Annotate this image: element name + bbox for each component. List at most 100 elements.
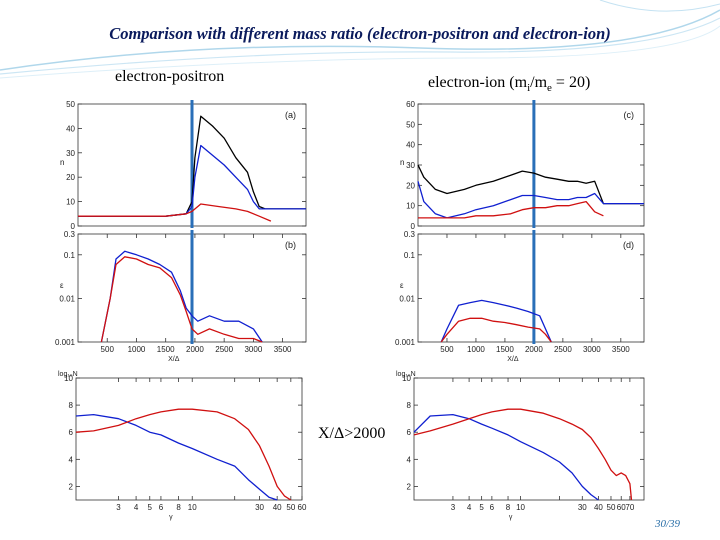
y-tick-label: 0.01 bbox=[59, 294, 75, 303]
x-tick-label: 3 bbox=[451, 503, 456, 512]
x-tick-label: 2000 bbox=[525, 345, 543, 354]
y-tick-label: 8 bbox=[69, 401, 74, 410]
y-tick-label: 0.001 bbox=[55, 338, 76, 347]
y-tick-label: 2 bbox=[407, 482, 412, 491]
y-axis-label: log₁₀N bbox=[58, 371, 78, 378]
caption-electron-positron: electron-positron bbox=[115, 68, 225, 85]
series-line bbox=[440, 317, 552, 343]
chart-panel-a-density-ep: 0 10 20 30 40 50 (a) n bbox=[60, 100, 307, 231]
y-axis-label: ε bbox=[60, 281, 64, 290]
y-tick-label: 8 bbox=[407, 401, 412, 410]
y-tick-label: 0.01 bbox=[399, 294, 415, 303]
x-tick-label: 40 bbox=[273, 503, 282, 512]
y-tick-label: 0.1 bbox=[404, 251, 416, 260]
y-tick-label: 50 bbox=[66, 100, 75, 109]
chart-panel-d-energy-ei: 0.001 0.01 0.1 0.3 500 1000 1500 2000 2500 3000 35… bbox=[395, 230, 645, 363]
caption-electron-ion: electron-ion (mi/me = 20) bbox=[428, 74, 590, 94]
x-tick-label: 8 bbox=[506, 503, 511, 512]
x-axis-label: X/Δ bbox=[507, 356, 519, 363]
x-tick-label: 30 bbox=[255, 503, 264, 512]
panel-label: (d) bbox=[623, 240, 634, 250]
chart-panel-b-energy-ep: 0.001 0.01 0.1 0.3 500 1000 1500 2000 2500 3000 35… bbox=[55, 230, 307, 363]
x-tick-label: 2500 bbox=[554, 345, 572, 354]
x-tick-label: 5 bbox=[479, 503, 484, 512]
y-tick-label: 60 bbox=[406, 100, 415, 109]
x-axis-label: X/Δ bbox=[168, 356, 180, 363]
y-tick-label: 10 bbox=[402, 374, 411, 383]
panel-label: (a) bbox=[285, 110, 296, 120]
chart-panel-c-density-ei: 0 10 20 30 40 50 60 (c) n bbox=[400, 100, 645, 231]
x-tick-label: 6 bbox=[159, 503, 164, 512]
x-tick-label: 1000 bbox=[128, 345, 146, 354]
y-tick-label: 50 bbox=[406, 120, 415, 129]
x-tick-label: 70 bbox=[625, 503, 634, 512]
x-axis-label: γ bbox=[169, 514, 173, 521]
slide-title: Comparison with different mass ratio (el… bbox=[109, 24, 611, 43]
y-tick-label: 0.3 bbox=[64, 230, 76, 239]
series-line bbox=[100, 250, 263, 343]
x-tick-label: 3000 bbox=[583, 345, 601, 354]
x-tick-label: 3500 bbox=[274, 345, 292, 354]
x-tick-label: 30 bbox=[578, 503, 587, 512]
series-line bbox=[440, 299, 552, 343]
y-tick-label: 0.3 bbox=[404, 230, 416, 239]
y-tick-label: 4 bbox=[69, 455, 74, 464]
series-line bbox=[78, 203, 272, 222]
y-tick-label: 20 bbox=[406, 181, 415, 190]
y-tick-label: 20 bbox=[66, 173, 75, 182]
caption-part: = 20) bbox=[551, 74, 591, 91]
plot-frame bbox=[417, 103, 645, 227]
x-tick-label: 1000 bbox=[467, 345, 485, 354]
series-line bbox=[418, 200, 604, 219]
x-tick-label: 500 bbox=[101, 345, 115, 354]
y-axis-label: n bbox=[60, 158, 64, 167]
x-tick-label: 60 bbox=[617, 503, 626, 512]
y-tick-label: 0.1 bbox=[64, 251, 76, 260]
caption-sub-e: e bbox=[547, 82, 552, 95]
x-tick-label: 2000 bbox=[186, 345, 204, 354]
x-tick-label: 1500 bbox=[496, 345, 514, 354]
panel-label: (b) bbox=[285, 240, 296, 250]
x-tick-label: 8 bbox=[176, 503, 181, 512]
caption-sub-i: i bbox=[527, 82, 531, 95]
x-tick-label: 4 bbox=[467, 503, 472, 512]
spectrum-region-label: X/Δ>2000 bbox=[318, 425, 386, 442]
y-axis-label: ε bbox=[400, 281, 404, 290]
series-line bbox=[100, 256, 263, 343]
x-tick-label: 40 bbox=[594, 503, 603, 512]
x-tick-label: 3000 bbox=[244, 345, 262, 354]
series-line bbox=[413, 408, 633, 501]
x-tick-label: 3500 bbox=[612, 345, 630, 354]
panel-label: (c) bbox=[624, 110, 635, 120]
x-tick-label: 50 bbox=[607, 503, 616, 512]
x-tick-label: 10 bbox=[516, 503, 525, 512]
plot-frame bbox=[413, 377, 645, 501]
y-tick-label: 6 bbox=[69, 428, 74, 437]
y-tick-label: 10 bbox=[64, 374, 73, 383]
x-axis-label: γ bbox=[509, 514, 513, 521]
y-tick-label: 0.001 bbox=[395, 338, 416, 347]
y-tick-label: 30 bbox=[406, 161, 415, 170]
x-tick-label: 500 bbox=[440, 345, 454, 354]
y-tick-label: 2 bbox=[69, 482, 74, 491]
y-axis-label: n bbox=[400, 158, 404, 167]
plot-frame bbox=[417, 233, 645, 343]
caption-part: electron-ion (m bbox=[428, 74, 528, 91]
x-tick-label: 6 bbox=[490, 503, 495, 512]
y-tick-label: 0 bbox=[411, 222, 416, 231]
y-tick-label: 10 bbox=[66, 198, 75, 207]
y-tick-label: 4 bbox=[407, 455, 412, 464]
x-tick-label: 1500 bbox=[157, 345, 175, 354]
y-tick-label: 10 bbox=[406, 202, 415, 211]
series-line bbox=[75, 408, 292, 501]
series-line bbox=[417, 181, 644, 219]
y-tick-label: 6 bbox=[407, 428, 412, 437]
y-tick-label: 40 bbox=[406, 141, 415, 150]
y-tick-label: 30 bbox=[66, 149, 75, 158]
plot-frame bbox=[75, 377, 303, 501]
x-tick-label: 5 bbox=[148, 503, 153, 512]
series-line bbox=[75, 413, 278, 501]
x-tick-label: 50 bbox=[286, 503, 295, 512]
